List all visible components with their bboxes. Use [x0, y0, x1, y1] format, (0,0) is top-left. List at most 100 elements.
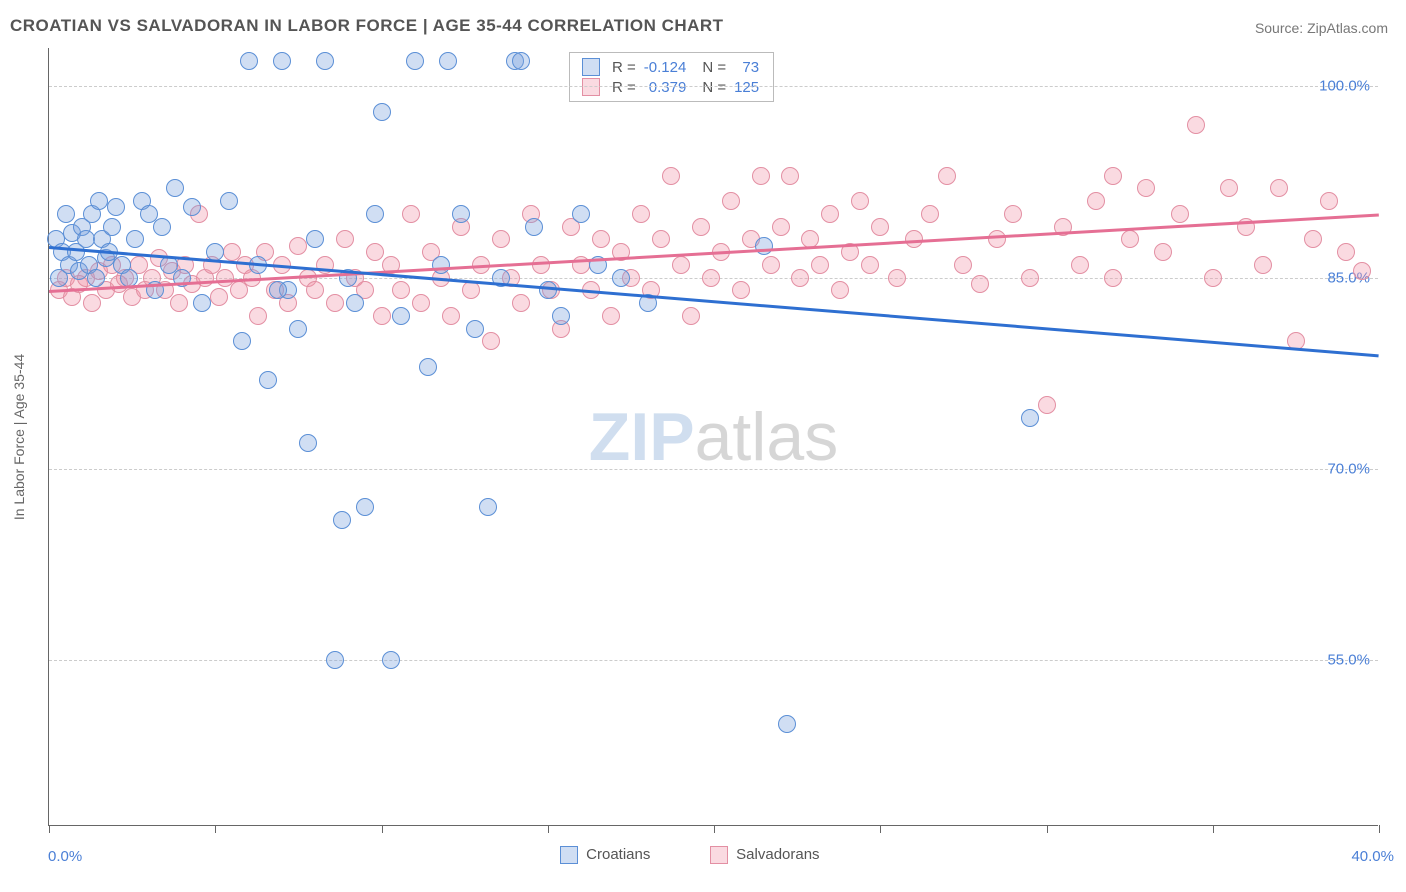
point-salvadoran	[482, 332, 500, 350]
point-croatian	[755, 237, 773, 255]
point-salvadoran	[811, 256, 829, 274]
y-tick-label: 55.0%	[1327, 652, 1370, 669]
r-value: -0.124	[640, 57, 691, 77]
point-salvadoran	[871, 218, 889, 236]
point-salvadoran	[702, 269, 720, 287]
x-tick-mark	[382, 825, 383, 833]
point-croatian	[126, 230, 144, 248]
point-salvadoran	[492, 230, 510, 248]
legend-label: Croatians	[586, 846, 650, 863]
point-croatian	[612, 269, 630, 287]
point-salvadoran	[1320, 192, 1338, 210]
x-tick-mark	[548, 825, 549, 833]
point-croatian	[273, 52, 291, 70]
point-croatian	[306, 230, 324, 248]
x-tick-mark	[1047, 825, 1048, 833]
x-tick-mark	[1379, 825, 1380, 833]
point-croatian	[539, 281, 557, 299]
point-croatian	[77, 230, 95, 248]
point-salvadoran	[373, 307, 391, 325]
point-salvadoran	[1021, 269, 1039, 287]
point-salvadoran	[306, 281, 324, 299]
point-salvadoran	[1304, 230, 1322, 248]
point-croatian	[240, 52, 258, 70]
point-salvadoran	[791, 269, 809, 287]
legend-swatch	[560, 846, 578, 864]
point-salvadoran	[781, 167, 799, 185]
point-salvadoran	[289, 237, 307, 255]
point-salvadoran	[1270, 179, 1288, 197]
point-salvadoran	[592, 230, 610, 248]
point-salvadoran	[1154, 243, 1172, 261]
x-tick-min: 0.0%	[48, 848, 82, 865]
gridline	[49, 86, 1378, 87]
point-salvadoran	[1337, 243, 1355, 261]
point-croatian	[572, 205, 590, 223]
r-label: R =	[608, 57, 640, 77]
legend-label: Salvadorans	[736, 846, 819, 863]
point-salvadoran	[1038, 396, 1056, 414]
point-croatian	[439, 52, 457, 70]
watermark-atlas: atlas	[695, 399, 839, 475]
point-croatian	[90, 192, 108, 210]
point-salvadoran	[682, 307, 700, 325]
point-croatian	[778, 715, 796, 733]
point-salvadoran	[988, 230, 1006, 248]
point-croatian	[512, 52, 530, 70]
legend-stats-table: R =-0.124N =73R =0.379N =125	[578, 57, 763, 97]
point-croatian	[57, 205, 75, 223]
n-label: N =	[690, 57, 730, 77]
point-croatian	[479, 498, 497, 516]
point-salvadoran	[1004, 205, 1022, 223]
point-croatian	[166, 179, 184, 197]
point-croatian	[432, 256, 450, 274]
x-tick-mark	[880, 825, 881, 833]
point-salvadoran	[772, 218, 790, 236]
x-tick-mark	[49, 825, 50, 833]
point-croatian	[103, 218, 121, 236]
point-salvadoran	[722, 192, 740, 210]
point-croatian	[525, 218, 543, 236]
point-salvadoran	[752, 167, 770, 185]
point-croatian	[373, 103, 391, 121]
point-salvadoran	[1171, 205, 1189, 223]
point-salvadoran	[831, 281, 849, 299]
point-salvadoran	[632, 205, 650, 223]
point-salvadoran	[1187, 116, 1205, 134]
point-salvadoran	[938, 167, 956, 185]
point-salvadoran	[326, 294, 344, 312]
point-salvadoran	[336, 230, 354, 248]
point-croatian	[107, 198, 125, 216]
point-croatian	[382, 651, 400, 669]
point-salvadoran	[602, 307, 620, 325]
watermark: ZIPatlas	[589, 398, 838, 476]
point-salvadoran	[1087, 192, 1105, 210]
point-croatian	[326, 651, 344, 669]
point-salvadoran	[366, 243, 384, 261]
point-croatian	[120, 269, 138, 287]
legend-stats-box: R =-0.124N =73R =0.379N =125	[569, 52, 774, 102]
point-salvadoran	[1121, 230, 1139, 248]
gridline	[49, 660, 1378, 661]
point-croatian	[289, 320, 307, 338]
point-croatian	[466, 320, 484, 338]
point-salvadoran	[170, 294, 188, 312]
point-salvadoran	[1137, 179, 1155, 197]
point-salvadoran	[412, 294, 430, 312]
watermark-zip: ZIP	[589, 399, 695, 475]
legend-item: Croatians	[560, 846, 650, 864]
point-croatian	[220, 192, 238, 210]
source-label: Source: ZipAtlas.com	[1255, 20, 1388, 36]
point-salvadoran	[954, 256, 972, 274]
point-salvadoran	[672, 256, 690, 274]
point-croatian	[392, 307, 410, 325]
point-salvadoran	[821, 205, 839, 223]
point-salvadoran	[512, 294, 530, 312]
point-salvadoran	[851, 192, 869, 210]
point-salvadoran	[1104, 269, 1122, 287]
chart-container: CROATIAN VS SALVADORAN IN LABOR FORCE | …	[0, 0, 1406, 892]
point-salvadoran	[888, 269, 906, 287]
point-croatian	[366, 205, 384, 223]
legend-swatch	[582, 58, 600, 76]
point-salvadoran	[392, 281, 410, 299]
